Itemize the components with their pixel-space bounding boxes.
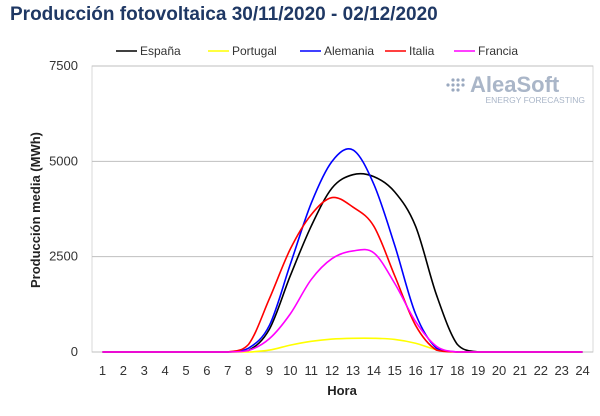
y-axis-title: Producción media (MWh) (28, 132, 43, 288)
x-tick-label: 21 (513, 363, 527, 378)
watermark: AleaSoft ENERGY FORECASTING (446, 72, 585, 105)
x-tick-label: 12 (325, 363, 339, 378)
x-axis-ticks: 1 2 3 4 5 6 7 8 9 10 11 12 13 14 15 16 17 18 19 20 21 22 23 24 (99, 363, 590, 378)
series-line-francia (102, 248, 583, 353)
x-tick-label: 6 (203, 363, 210, 378)
y-tick-label: 0 (71, 344, 78, 359)
x-tick-label: 15 (387, 363, 401, 378)
x-tick-label: 2 (120, 363, 127, 378)
legend-label-portugal: Portugal (232, 44, 277, 58)
x-tick-label: 5 (182, 363, 189, 378)
legend-label-francia: Francia (478, 44, 518, 58)
x-tick-label: 13 (346, 363, 360, 378)
y-tick-label: 7500 (49, 58, 78, 73)
x-tick-label: 3 (141, 363, 148, 378)
x-tick-label: 10 (283, 363, 297, 378)
x-tick-label: 11 (304, 363, 318, 378)
x-axis-title: Hora (327, 383, 357, 398)
x-tick-label: 1 (99, 363, 106, 378)
dots-logo-icon (446, 78, 465, 92)
x-tick-label: 14 (367, 363, 381, 378)
series-lines (102, 148, 583, 353)
x-tick-label: 20 (492, 363, 506, 378)
y-axis-ticks: 0 2500 5000 7500 (49, 58, 78, 359)
chart-title: Producción fotovoltaica 30/11/2020 - 02/… (10, 4, 438, 25)
x-tick-label: 7 (224, 363, 231, 378)
plot-area (91, 65, 594, 353)
legend: España Portugal Alemania Italia Francia (116, 44, 518, 58)
watermark-tagline: ENERGY FORECASTING (486, 95, 586, 105)
x-tick-label: 19 (471, 363, 485, 378)
legend-label-italia: Italia (409, 44, 435, 58)
legend-label-alemania: Alemania (324, 44, 374, 58)
x-tick-label: 16 (408, 363, 422, 378)
x-tick-label: 24 (575, 363, 589, 378)
legend-label-espana: España (140, 44, 181, 58)
x-tick-label: 9 (266, 363, 273, 378)
x-tick-label: 4 (161, 363, 168, 378)
y-tick-label: 5000 (49, 153, 78, 168)
x-tick-label: 22 (534, 363, 548, 378)
x-tick-label: 17 (429, 363, 443, 378)
x-tick-label: 18 (450, 363, 464, 378)
x-tick-label: 8 (245, 363, 252, 378)
x-tick-label: 23 (554, 363, 568, 378)
y-tick-label: 2500 (49, 249, 78, 264)
watermark-brand: AleaSoft (470, 72, 560, 97)
